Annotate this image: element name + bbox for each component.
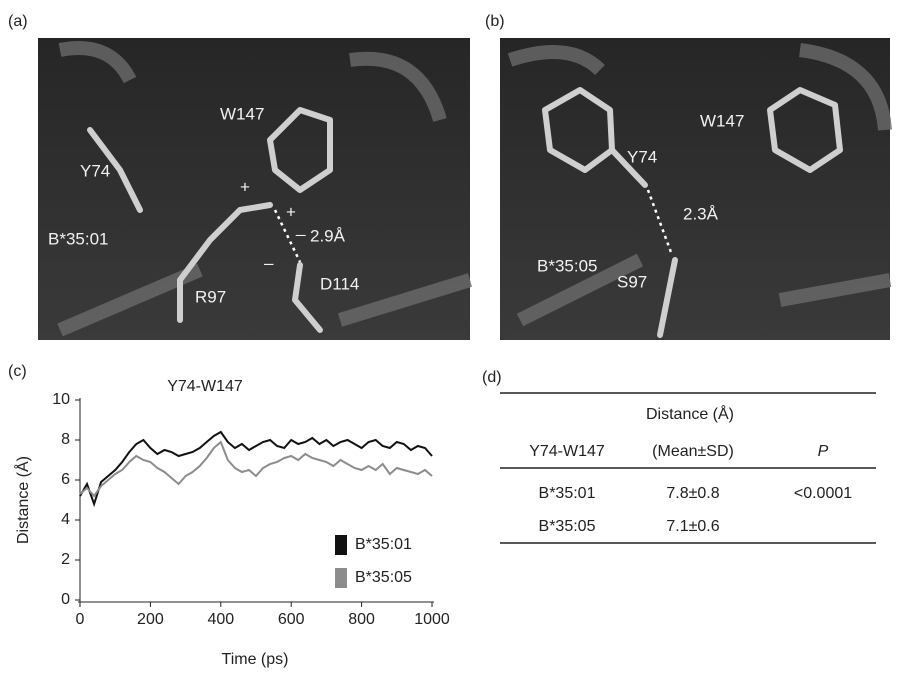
annotation: 2.9Å	[310, 226, 346, 245]
panel-label: (b)	[485, 13, 505, 30]
x-tick-label: 0	[76, 611, 85, 628]
figure: (a) W147 Y74 B*35:01 R97 D114 2.9Å + + _…	[0, 0, 906, 671]
annotation: Y74	[80, 161, 110, 180]
table-header: P	[818, 443, 829, 460]
chart-title: Y74-W147	[167, 378, 243, 395]
x-tick-label: 800	[348, 611, 375, 628]
annotation: W147	[700, 111, 744, 130]
table-cell: 7.1±0.6	[666, 518, 719, 535]
legend-swatch	[335, 568, 347, 588]
y-tick-label: 0	[61, 591, 70, 608]
table-cell: B*35:05	[539, 518, 596, 535]
annotation: B*35:01	[48, 229, 109, 248]
y-tick-label: 8	[61, 431, 70, 448]
x-axis-label: Time (ps)	[222, 651, 289, 668]
annotation: W147	[220, 104, 264, 123]
annotation: S97	[617, 272, 647, 291]
y-axis-label: Distance (Å)	[13, 456, 32, 544]
table-header: Distance (Å)	[646, 404, 734, 423]
x-tick-label: 1000	[414, 611, 450, 628]
structure-image-b: W147 Y74 2.3Å B*35:05 S97	[500, 38, 890, 340]
line-chart: Y74-W147 Time (ps) Distance (Å) 02468100…	[13, 378, 450, 668]
annotation: Y74	[627, 147, 657, 166]
annotation: +	[240, 177, 250, 196]
x-tick-label: 600	[278, 611, 305, 628]
table-header: Y74-W147	[529, 443, 605, 460]
panel-label: (a)	[8, 13, 28, 30]
annotation: 2.3Å	[683, 204, 719, 223]
annotation: _	[295, 217, 306, 236]
annotation: –	[264, 253, 274, 272]
annotation: R97	[195, 287, 226, 306]
y-tick-label: 2	[61, 551, 70, 568]
table-header: (Mean±SD)	[652, 443, 734, 460]
legend-label: B*35:01	[355, 536, 412, 553]
structure-image-a: W147 Y74 B*35:01 R97 D114 2.9Å + + _ –	[38, 38, 470, 340]
panel-label: (c)	[8, 363, 27, 380]
x-tick-label: 200	[137, 611, 164, 628]
y-tick-label: 4	[61, 511, 70, 528]
y-tick-label: 10	[52, 391, 70, 408]
legend-label: B*35:05	[355, 569, 412, 586]
annotation: D114	[320, 274, 359, 293]
annotation: +	[286, 202, 296, 221]
panel-label: (d)	[482, 369, 502, 386]
table-cell: 7.8±0.8	[666, 485, 719, 502]
data-line	[80, 442, 432, 496]
y-tick-label: 6	[61, 471, 70, 488]
annotation: B*35:05	[537, 256, 598, 275]
table-cell: <0.0001	[794, 485, 852, 502]
table: Distance (Å) Y74-W147 (Mean±SD) P B*35:0…	[500, 393, 876, 543]
x-tick-label: 400	[207, 611, 234, 628]
legend-swatch	[335, 535, 347, 555]
table-cell: B*35:01	[539, 485, 596, 502]
